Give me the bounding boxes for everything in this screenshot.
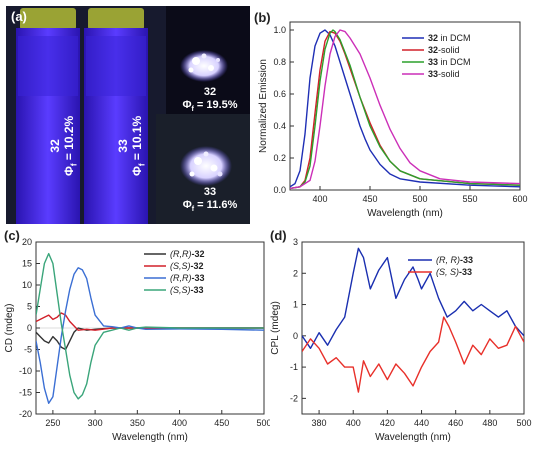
cuvette-left-phi: Φf = 10.2%: [62, 115, 79, 176]
y-tick-label: 0: [27, 323, 32, 333]
x-tick-label: 450: [362, 194, 377, 204]
x-tick-label: 600: [512, 194, 527, 204]
series-line-2: [36, 267, 264, 404]
x-tick-label: 420: [380, 418, 395, 428]
series-line-0: [302, 247, 524, 349]
y-tick-label: 5: [27, 302, 32, 312]
series-line-2: [290, 29, 520, 190]
x-tick-label: 250: [45, 418, 60, 428]
x-tick-label: 460: [448, 418, 463, 428]
series-line-3: [36, 252, 264, 400]
solid-bottom-phi: Φf = 11.6%: [182, 199, 238, 214]
y-axis-label: CD (mdeg): [4, 304, 15, 353]
cuvette-right-phi: Φf = 10.1%: [130, 115, 147, 176]
series-line-0: [36, 327, 264, 351]
y-tick-label: -5: [24, 345, 32, 355]
y-tick-label: 10: [22, 280, 32, 290]
y-tick-label: 1: [293, 300, 298, 310]
legend-label-1: (S,S)-32: [170, 261, 204, 271]
plot-frame: [289, 21, 521, 191]
cuvette-left-compound: 32: [48, 139, 62, 153]
y-axis-label: Normalized Emission: [258, 59, 269, 153]
x-axis-label: Wavelength (nm): [367, 208, 443, 219]
x-axis-label: Wavelength (nm): [112, 432, 188, 443]
solid-bottom-compound: 33: [203, 186, 217, 198]
x-tick-label: 500: [412, 194, 427, 204]
chart-b: (b) 400 450 500 550 600 0.0 0.2 0.4 0.6 0.8 1.0 Wave…: [254, 10, 528, 219]
y-tick-label: -2: [290, 393, 298, 403]
solid-sample-32: [180, 50, 228, 82]
chart-c: (c) 250 300 350 400 450 500 -20 -15 -10 -5 0 5 10 15 20…: [4, 228, 270, 443]
x-tick-label: 400: [172, 418, 187, 428]
legend-label-3: 33-solid: [428, 69, 460, 79]
legend-label-3: (S,S)-33: [170, 285, 204, 295]
y-tick-label: 0.6: [273, 89, 286, 99]
legend-label-1: (S, S)-33: [436, 267, 472, 277]
x-tick-label: 450: [214, 418, 229, 428]
legend-label-0: (R,R)-32: [170, 249, 205, 259]
panel-c-label: (c): [4, 228, 20, 243]
legend-label-1: 32-solid: [428, 45, 460, 55]
cuvette-right-caption: 33 Φf = 10.1%: [116, 116, 149, 176]
cuvette-cap-left: [20, 8, 76, 30]
solid-top-compound: 32: [203, 86, 217, 98]
solid-bottom-caption: 33 Φf = 11.6%: [172, 186, 248, 216]
cuvette-cap-right: [88, 8, 144, 30]
x-tick-label: 400: [346, 418, 361, 428]
x-tick-label: 380: [312, 418, 327, 428]
series-line-0: [290, 29, 520, 188]
y-tick-label: 0: [293, 331, 298, 341]
legend-label-0: (R, R)-33: [436, 255, 473, 265]
cuvette-right-compound: 33: [116, 139, 130, 153]
x-tick-label: 300: [88, 418, 103, 428]
y-tick-label: -10: [19, 366, 32, 376]
solid-top-phi: Φf = 19.5%: [182, 99, 238, 114]
plot-frame: [301, 241, 525, 415]
y-tick-label: 20: [22, 237, 32, 247]
x-tick-label: 500: [516, 418, 531, 428]
y-axis-label: CPL (mdeg): [270, 301, 281, 355]
y-tick-label: -15: [19, 388, 32, 398]
x-tick-label: 350: [130, 418, 145, 428]
solid-sample-33: [180, 146, 232, 186]
y-tick-label: 3: [293, 237, 298, 247]
photo-svg: [6, 6, 250, 224]
y-tick-label: 0.0: [273, 185, 286, 195]
legend-label-2: 33 in DCM: [428, 57, 471, 67]
cuvette-left-caption: 32 Φf = 10.2%: [48, 116, 81, 176]
y-tick-label: 15: [22, 259, 32, 269]
y-tick-label: 2: [293, 268, 298, 278]
y-tick-label: -1: [290, 362, 298, 372]
chart-d: (d) 380 400 420 440 460 480 500 -2 -1 0 1 2 3 Waveleng…: [270, 228, 532, 443]
x-axis-label: Wavelength (nm): [375, 432, 451, 443]
y-tick-label: -20: [19, 409, 32, 419]
solid-top-caption: 32 Φf = 19.5%: [172, 86, 248, 116]
y-tick-label: 1.0: [273, 25, 286, 35]
y-tick-label: 0.8: [273, 57, 286, 67]
panel-a-photo: (a) 32 Φf = 10.2% 33 Φf = 10.1% 32 Φf = …: [6, 6, 250, 224]
series-line-3: [290, 29, 520, 190]
x-tick-label: 440: [414, 418, 429, 428]
y-tick-label: 0.2: [273, 153, 286, 163]
series-line-1: [302, 316, 524, 393]
panel-d-label: (d): [270, 228, 287, 243]
panel-b-label: (b): [254, 10, 271, 25]
legend-label-0: 32 in DCM: [428, 33, 471, 43]
panel-a-label: (a): [11, 9, 27, 24]
legend-label-2: (R,R)-33: [170, 273, 205, 283]
x-tick-label: 550: [462, 194, 477, 204]
x-tick-label: 500: [256, 418, 270, 428]
y-tick-label: 0.4: [273, 121, 286, 131]
x-tick-label: 400: [312, 194, 327, 204]
x-tick-label: 480: [482, 418, 497, 428]
